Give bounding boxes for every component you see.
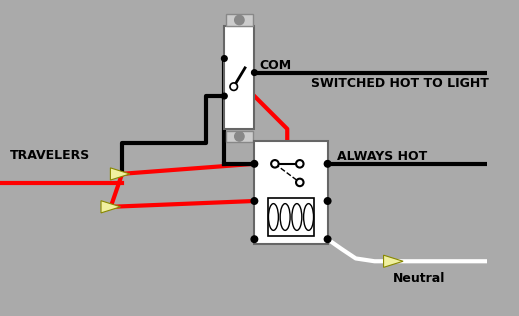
Text: COM: COM	[259, 58, 291, 71]
Circle shape	[324, 161, 331, 167]
Circle shape	[296, 160, 304, 167]
Circle shape	[235, 132, 244, 141]
Circle shape	[271, 160, 279, 167]
Bar	[254, 141, 327, 244]
Bar	[226, 15, 253, 26]
Bar	[226, 131, 253, 142]
Circle shape	[324, 236, 331, 242]
Circle shape	[222, 56, 227, 61]
Circle shape	[222, 93, 227, 99]
Text: SWITCHED HOT TO LIGHT: SWITCHED HOT TO LIGHT	[311, 77, 488, 90]
Circle shape	[235, 15, 244, 25]
Circle shape	[251, 198, 257, 204]
Polygon shape	[384, 255, 403, 267]
Circle shape	[324, 198, 331, 204]
Bar	[268, 198, 315, 236]
Circle shape	[252, 70, 257, 76]
Polygon shape	[111, 168, 130, 180]
Polygon shape	[101, 201, 120, 213]
Circle shape	[296, 179, 304, 186]
Text: Neutral: Neutral	[393, 272, 446, 285]
Circle shape	[230, 83, 238, 90]
Circle shape	[251, 236, 257, 242]
Circle shape	[251, 161, 257, 167]
Text: ALWAYS HOT: ALWAYS HOT	[337, 150, 427, 163]
Bar	[224, 26, 254, 129]
Text: TRAVELERS: TRAVELERS	[9, 149, 90, 162]
